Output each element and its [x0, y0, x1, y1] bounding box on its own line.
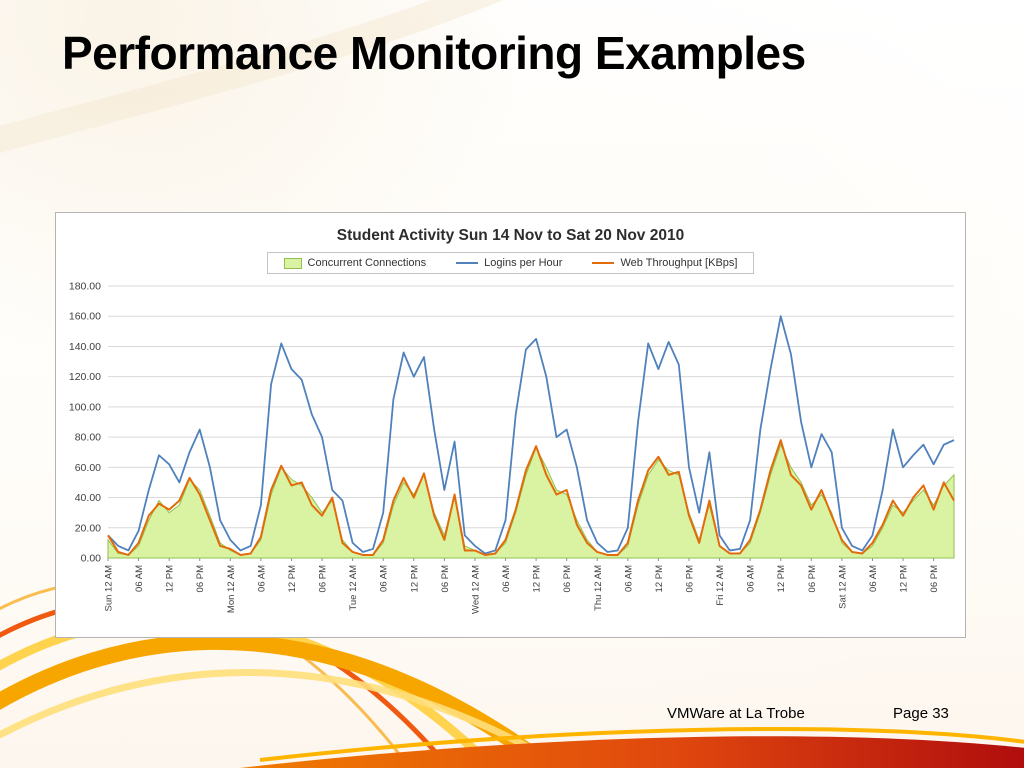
svg-text:06 PM: 06 PM: [195, 565, 206, 593]
svg-text:06 PM: 06 PM: [562, 565, 573, 593]
svg-text:Mon 12 AM: Mon 12 AM: [226, 565, 237, 613]
svg-text:Wed 12 AM: Wed 12 AM: [470, 565, 481, 614]
svg-text:06 PM: 06 PM: [318, 565, 329, 593]
svg-text:06 PM: 06 PM: [440, 565, 451, 593]
svg-text:Thu 12 AM: Thu 12 AM: [593, 565, 604, 611]
svg-text:Sun 12 AM: Sun 12 AM: [104, 565, 115, 612]
legend-box: Concurrent Connections Logins per Hour W…: [266, 252, 755, 274]
chart-legend: Concurrent Connections Logins per Hour W…: [56, 252, 965, 274]
svg-text:06 PM: 06 PM: [929, 565, 940, 593]
chart-panel: Student Activity Sun 14 Nov to Sat 20 No…: [55, 212, 966, 638]
legend-label-web-throughput: Web Throughput [KBps]: [620, 257, 738, 269]
svg-text:06 AM: 06 AM: [256, 565, 267, 592]
svg-text:06 AM: 06 AM: [379, 565, 390, 592]
svg-text:140.00: 140.00: [69, 341, 101, 353]
svg-text:Fri 12 AM: Fri 12 AM: [715, 565, 726, 606]
svg-text:12 PM: 12 PM: [776, 565, 787, 593]
web-throughput-swatch-icon: [592, 261, 615, 265]
svg-text:180.00: 180.00: [69, 281, 101, 293]
svg-text:06 PM: 06 PM: [684, 565, 695, 593]
footer-page-number: Page 33: [893, 705, 949, 722]
svg-text:06 PM: 06 PM: [807, 565, 818, 593]
svg-text:12 PM: 12 PM: [654, 565, 665, 593]
concurrent-connections-swatch-icon: [283, 257, 302, 269]
footer-left-text: VMWare at La Trobe: [667, 705, 805, 722]
svg-text:06 AM: 06 AM: [134, 565, 145, 592]
svg-text:160.00: 160.00: [69, 311, 101, 323]
svg-text:Sat 12 AM: Sat 12 AM: [837, 565, 848, 609]
svg-text:06 AM: 06 AM: [623, 565, 634, 592]
svg-text:80.00: 80.00: [75, 432, 101, 444]
legend-label-logins-per-hour: Logins per Hour: [484, 257, 563, 269]
activity-chart: 0.00 20.00 40.00 60.00 80.00 100.00 120.00 140.…: [69, 281, 955, 614]
svg-text:12 PM: 12 PM: [409, 565, 420, 593]
svg-text:12 PM: 12 PM: [287, 565, 298, 593]
legend-item-web-throughput: Web Throughput [KBps]: [592, 257, 737, 269]
svg-text:40.00: 40.00: [75, 492, 101, 504]
slide-footer: VMWare at La Trobe Page 33: [0, 705, 1024, 729]
logins-per-hour-swatch-icon: [456, 261, 479, 265]
svg-text:120.00: 120.00: [69, 371, 101, 383]
svg-text:06 AM: 06 AM: [746, 565, 757, 592]
svg-text:20.00: 20.00: [75, 522, 101, 534]
legend-item-logins-per-hour: Logins per Hour: [456, 257, 562, 269]
svg-text:06 AM: 06 AM: [868, 565, 879, 592]
svg-text:Tue 12 AM: Tue 12 AM: [348, 565, 359, 611]
svg-text:06 AM: 06 AM: [501, 565, 512, 592]
svg-text:12 PM: 12 PM: [899, 565, 910, 593]
svg-text:60.00: 60.00: [75, 462, 101, 474]
svg-text:12 PM: 12 PM: [532, 565, 543, 593]
page-title: Performance Monitoring Examples: [62, 27, 806, 79]
legend-label-concurrent-connections: Concurrent Connections: [307, 257, 427, 269]
chart-title: Student Activity Sun 14 Nov to Sat 20 No…: [336, 227, 685, 244]
legend-item-concurrent-connections: Concurrent Connections: [283, 257, 427, 269]
svg-text:100.00: 100.00: [69, 401, 101, 413]
svg-text:0.00: 0.00: [81, 553, 102, 565]
svg-text:12 PM: 12 PM: [165, 565, 176, 593]
